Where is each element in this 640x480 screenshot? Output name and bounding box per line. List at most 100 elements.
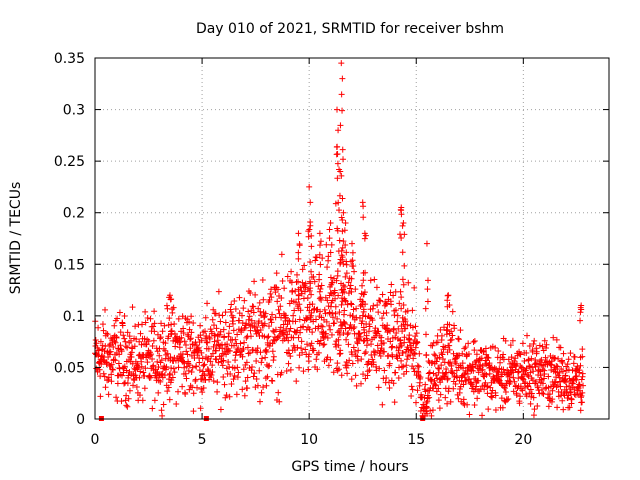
data-point (125, 372, 132, 379)
data-point (307, 199, 314, 206)
data-point (537, 372, 544, 379)
data-point (316, 251, 323, 258)
data-point (336, 350, 343, 357)
data-point (326, 226, 333, 233)
data-point (560, 350, 567, 357)
data-point (235, 345, 242, 352)
data-point (505, 396, 512, 403)
data-point (399, 276, 406, 283)
data-point (298, 345, 305, 352)
data-point (430, 385, 437, 392)
data-point (405, 279, 412, 286)
data-point (287, 325, 294, 332)
data-point (173, 400, 180, 407)
data-point (401, 262, 408, 269)
data-point (404, 344, 411, 351)
data-point (394, 355, 401, 362)
data-point (140, 369, 147, 376)
data-point (262, 354, 269, 361)
data-point (230, 376, 237, 383)
data-point (298, 338, 305, 345)
data-point (524, 332, 531, 339)
data-point (438, 350, 445, 357)
data-point (446, 346, 453, 353)
data-point (388, 281, 395, 288)
data-point (118, 372, 125, 379)
data-point (204, 300, 211, 307)
data-point (278, 295, 285, 302)
data-point (196, 367, 203, 374)
data-point (113, 334, 120, 341)
data-point (383, 309, 390, 316)
data-point (269, 348, 276, 355)
data-point (390, 326, 397, 333)
data-point (267, 290, 274, 297)
data-point (439, 351, 446, 358)
data-point (502, 337, 509, 344)
data-point (365, 328, 372, 335)
data-point (523, 365, 530, 372)
data-point (188, 329, 195, 336)
data-point (346, 357, 353, 364)
data-point (222, 319, 229, 326)
data-point (398, 204, 405, 211)
data-point (407, 351, 414, 358)
data-point (234, 331, 241, 338)
data-point (439, 370, 446, 377)
data-point (388, 344, 395, 351)
data-point (209, 368, 216, 375)
data-point (309, 329, 316, 336)
data-point (550, 383, 557, 390)
data-point (569, 367, 576, 374)
data-point (295, 278, 302, 285)
data-point (194, 384, 201, 391)
data-point (268, 377, 275, 384)
data-point (436, 405, 443, 412)
data-point (381, 367, 388, 374)
data-point (115, 345, 122, 352)
data-point (271, 333, 278, 340)
data-point (483, 371, 490, 378)
data-point (477, 361, 484, 368)
data-point (553, 336, 560, 343)
data-point (528, 390, 535, 397)
data-point (335, 342, 342, 349)
data-point (403, 356, 410, 363)
data-point (513, 360, 520, 367)
data-point (397, 336, 404, 343)
data-point (212, 332, 219, 339)
data-point (260, 296, 267, 303)
data-point (221, 381, 228, 388)
data-point (500, 351, 507, 358)
data-point (313, 356, 320, 363)
data-point (256, 299, 263, 306)
data-point (471, 338, 478, 345)
data-point (387, 289, 394, 296)
data-point (375, 384, 382, 391)
data-point (524, 372, 531, 379)
data-point (323, 330, 330, 337)
data-point (334, 315, 341, 322)
data-point (215, 359, 222, 366)
data-point (470, 339, 477, 346)
data-point (559, 359, 566, 366)
data-point (385, 327, 392, 334)
data-point (270, 357, 277, 364)
data-point (186, 362, 193, 369)
data-point (537, 358, 544, 365)
data-point (105, 374, 112, 381)
data-point (244, 374, 251, 381)
data-point (120, 332, 127, 339)
data-point (527, 386, 534, 393)
data-point (347, 282, 354, 289)
data-point (326, 322, 333, 329)
data-point (162, 340, 169, 347)
data-point (142, 308, 149, 315)
data-point (290, 334, 297, 341)
data-point (533, 378, 540, 385)
data-point (108, 378, 115, 385)
data-point (210, 377, 217, 384)
data-point (552, 354, 559, 361)
data-point (344, 362, 351, 369)
data-point (306, 326, 313, 333)
